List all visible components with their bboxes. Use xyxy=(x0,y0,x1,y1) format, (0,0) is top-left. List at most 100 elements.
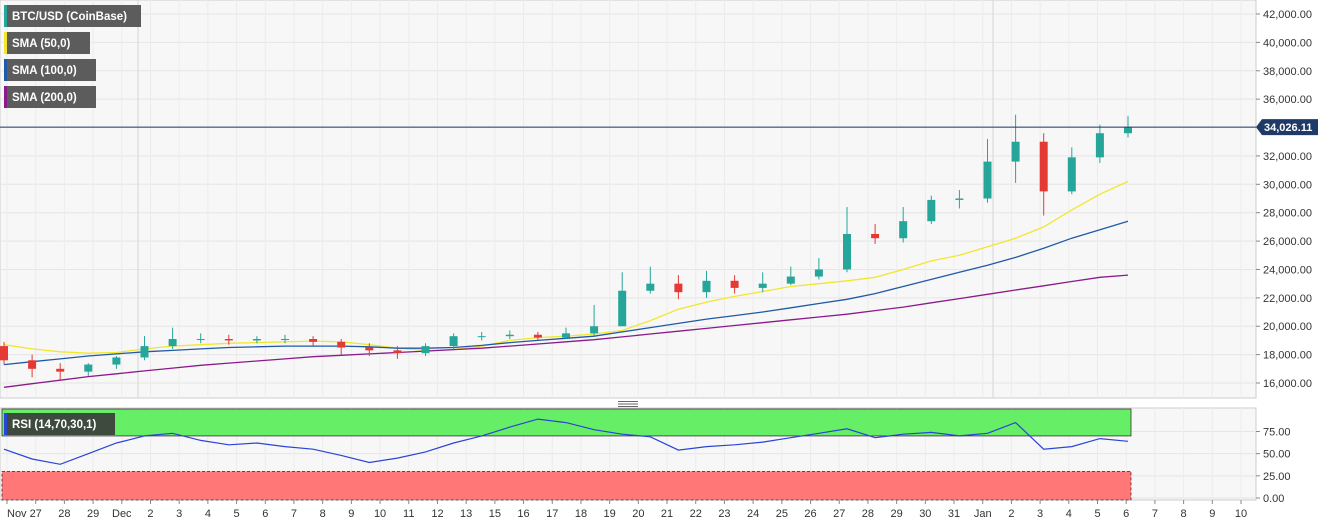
candle-up xyxy=(1124,127,1132,134)
candle-up xyxy=(477,336,486,338)
candle-up xyxy=(281,339,289,341)
x-tick-label: 26 xyxy=(804,508,816,520)
candle-up xyxy=(196,339,205,341)
y-tick-label: 22,000.00 xyxy=(1263,293,1312,305)
rsi-oversold-zone xyxy=(1,470,1132,501)
candle-down xyxy=(309,339,318,342)
candle-down xyxy=(365,347,374,351)
legend-sma200-bg xyxy=(4,86,96,108)
y-tick-label: 18,000.00 xyxy=(1263,350,1312,362)
y-tick-label: 32,000.00 xyxy=(1263,151,1312,163)
x-tick-label: 5 xyxy=(1094,508,1100,520)
x-tick-label: 27 xyxy=(833,508,845,520)
legend-sma50[interactable]: SMA (50,0) xyxy=(4,32,90,54)
candle-down xyxy=(337,341,346,348)
y-tick-label: 30,000.00 xyxy=(1263,179,1312,191)
y-tick-label: 16,000.00 xyxy=(1263,378,1312,390)
candle-up xyxy=(421,346,430,354)
x-tick-label: 21 xyxy=(661,508,673,520)
rsi-line xyxy=(3,418,1129,465)
x-tick-label: 2 xyxy=(1008,508,1014,520)
x-tick-label: 23 xyxy=(718,508,730,520)
x-tick-label: 11 xyxy=(403,508,414,520)
legend-sma100-text: SMA (100,0) xyxy=(12,65,77,77)
rsi-tick-label: 50.00 xyxy=(1263,449,1291,461)
candle-down xyxy=(56,368,65,372)
x-tick-label: 20 xyxy=(632,508,644,520)
legend-sma200[interactable]: SMA (200,0) xyxy=(4,86,96,108)
candle-up xyxy=(786,276,795,284)
y-tick-label: 36,000.00 xyxy=(1263,94,1312,106)
x-tick-label: 30 xyxy=(919,508,931,520)
main-chart-panel xyxy=(0,0,1257,399)
legend-rsi[interactable]: RSI (14,70,30,1) xyxy=(4,413,115,435)
y-tick-label: 38,000.00 xyxy=(1263,66,1312,78)
x-tick-label: 31 xyxy=(948,508,960,520)
x-tick-label: 5 xyxy=(234,508,240,520)
x-tick-label: 6 xyxy=(1123,508,1129,520)
legend-sma100-swatch xyxy=(4,59,7,81)
x-tick-label: 15 xyxy=(489,508,501,520)
x-tick-label: 17 xyxy=(546,508,558,520)
legend-sma200-text: SMA (200,0) xyxy=(12,92,77,104)
x-tick-label: 12 xyxy=(431,508,443,520)
legend-main-bg xyxy=(4,5,141,27)
candle-up xyxy=(899,221,908,239)
legend-sma50-bg xyxy=(4,32,90,54)
candle-up xyxy=(1011,141,1020,162)
x-tick-label: 8 xyxy=(1181,508,1187,520)
legend-sma100-bg xyxy=(4,59,96,81)
x-tick-label: 4 xyxy=(205,508,211,520)
candle-up xyxy=(702,280,711,293)
last-price-tag: 34,026.11 xyxy=(1256,119,1318,136)
candle-down xyxy=(730,280,739,288)
y-tick-label: 40,000.00 xyxy=(1263,37,1312,49)
candle-down xyxy=(393,350,402,354)
candle-down xyxy=(1039,141,1048,192)
candle-down xyxy=(224,339,233,341)
x-tick-label: 22 xyxy=(690,508,702,520)
x-tick-label: 10 xyxy=(1235,508,1247,520)
x-tick-label: 28 xyxy=(58,508,70,520)
candle-up xyxy=(505,334,514,337)
x-tick-label: Nov xyxy=(7,508,27,520)
x-tick-label: 6 xyxy=(262,508,268,520)
legend-sma100[interactable]: SMA (100,0) xyxy=(4,59,96,81)
last-price-tag-text: 34,026.11 xyxy=(1264,122,1312,134)
y-axis-labels: 16,000.00 18,000.00 20,000.00 22,000.00 24,0… xyxy=(1256,9,1312,390)
candle-up xyxy=(983,161,992,199)
x-tick-label: 24 xyxy=(747,508,759,520)
candle-up xyxy=(955,198,964,200)
legend-main-title-text: BTC/USD (CoinBase) xyxy=(12,11,127,23)
candle-up xyxy=(84,364,93,372)
candle-up xyxy=(843,233,851,270)
candle-up xyxy=(562,333,570,338)
candle-down xyxy=(0,346,8,361)
y-tick-label: 20,000.00 xyxy=(1263,321,1312,333)
legend-sma200-swatch xyxy=(4,86,7,108)
x-tick-label: 10 xyxy=(374,508,386,520)
x-tick-label: 27 xyxy=(30,508,42,520)
candle-up xyxy=(814,269,823,277)
legend-main-title[interactable]: BTC/USD (CoinBase) xyxy=(4,5,141,27)
x-axis-labels: Nov 27 28 29 Dec 2 3 4 5 6 7 8 9 10 11 12 13 15 16 17 18 19 20… xyxy=(6,500,1247,520)
candle-up xyxy=(927,199,936,222)
x-tick-label: Jan xyxy=(974,508,992,520)
legend-sma50-text: SMA (50,0) xyxy=(12,38,71,50)
candle-up xyxy=(618,290,627,327)
x-tick-label: 8 xyxy=(320,508,326,520)
candle-up xyxy=(646,283,655,291)
x-tick-label: 16 xyxy=(517,508,529,520)
drag-handle-icon[interactable] xyxy=(618,401,638,407)
candle-up xyxy=(449,336,458,347)
x-tick-label: 18 xyxy=(575,508,587,520)
rsi-tick-label: 25.00 xyxy=(1263,471,1291,483)
x-tick-label: 3 xyxy=(176,508,182,520)
candle-up xyxy=(758,283,767,288)
candle-up xyxy=(590,326,599,334)
y-tick-label: 42,000.00 xyxy=(1263,9,1312,21)
legend-rsi-bg xyxy=(4,413,115,435)
sma-200-line xyxy=(3,274,1129,388)
x-tick-label: 9 xyxy=(1209,508,1215,520)
